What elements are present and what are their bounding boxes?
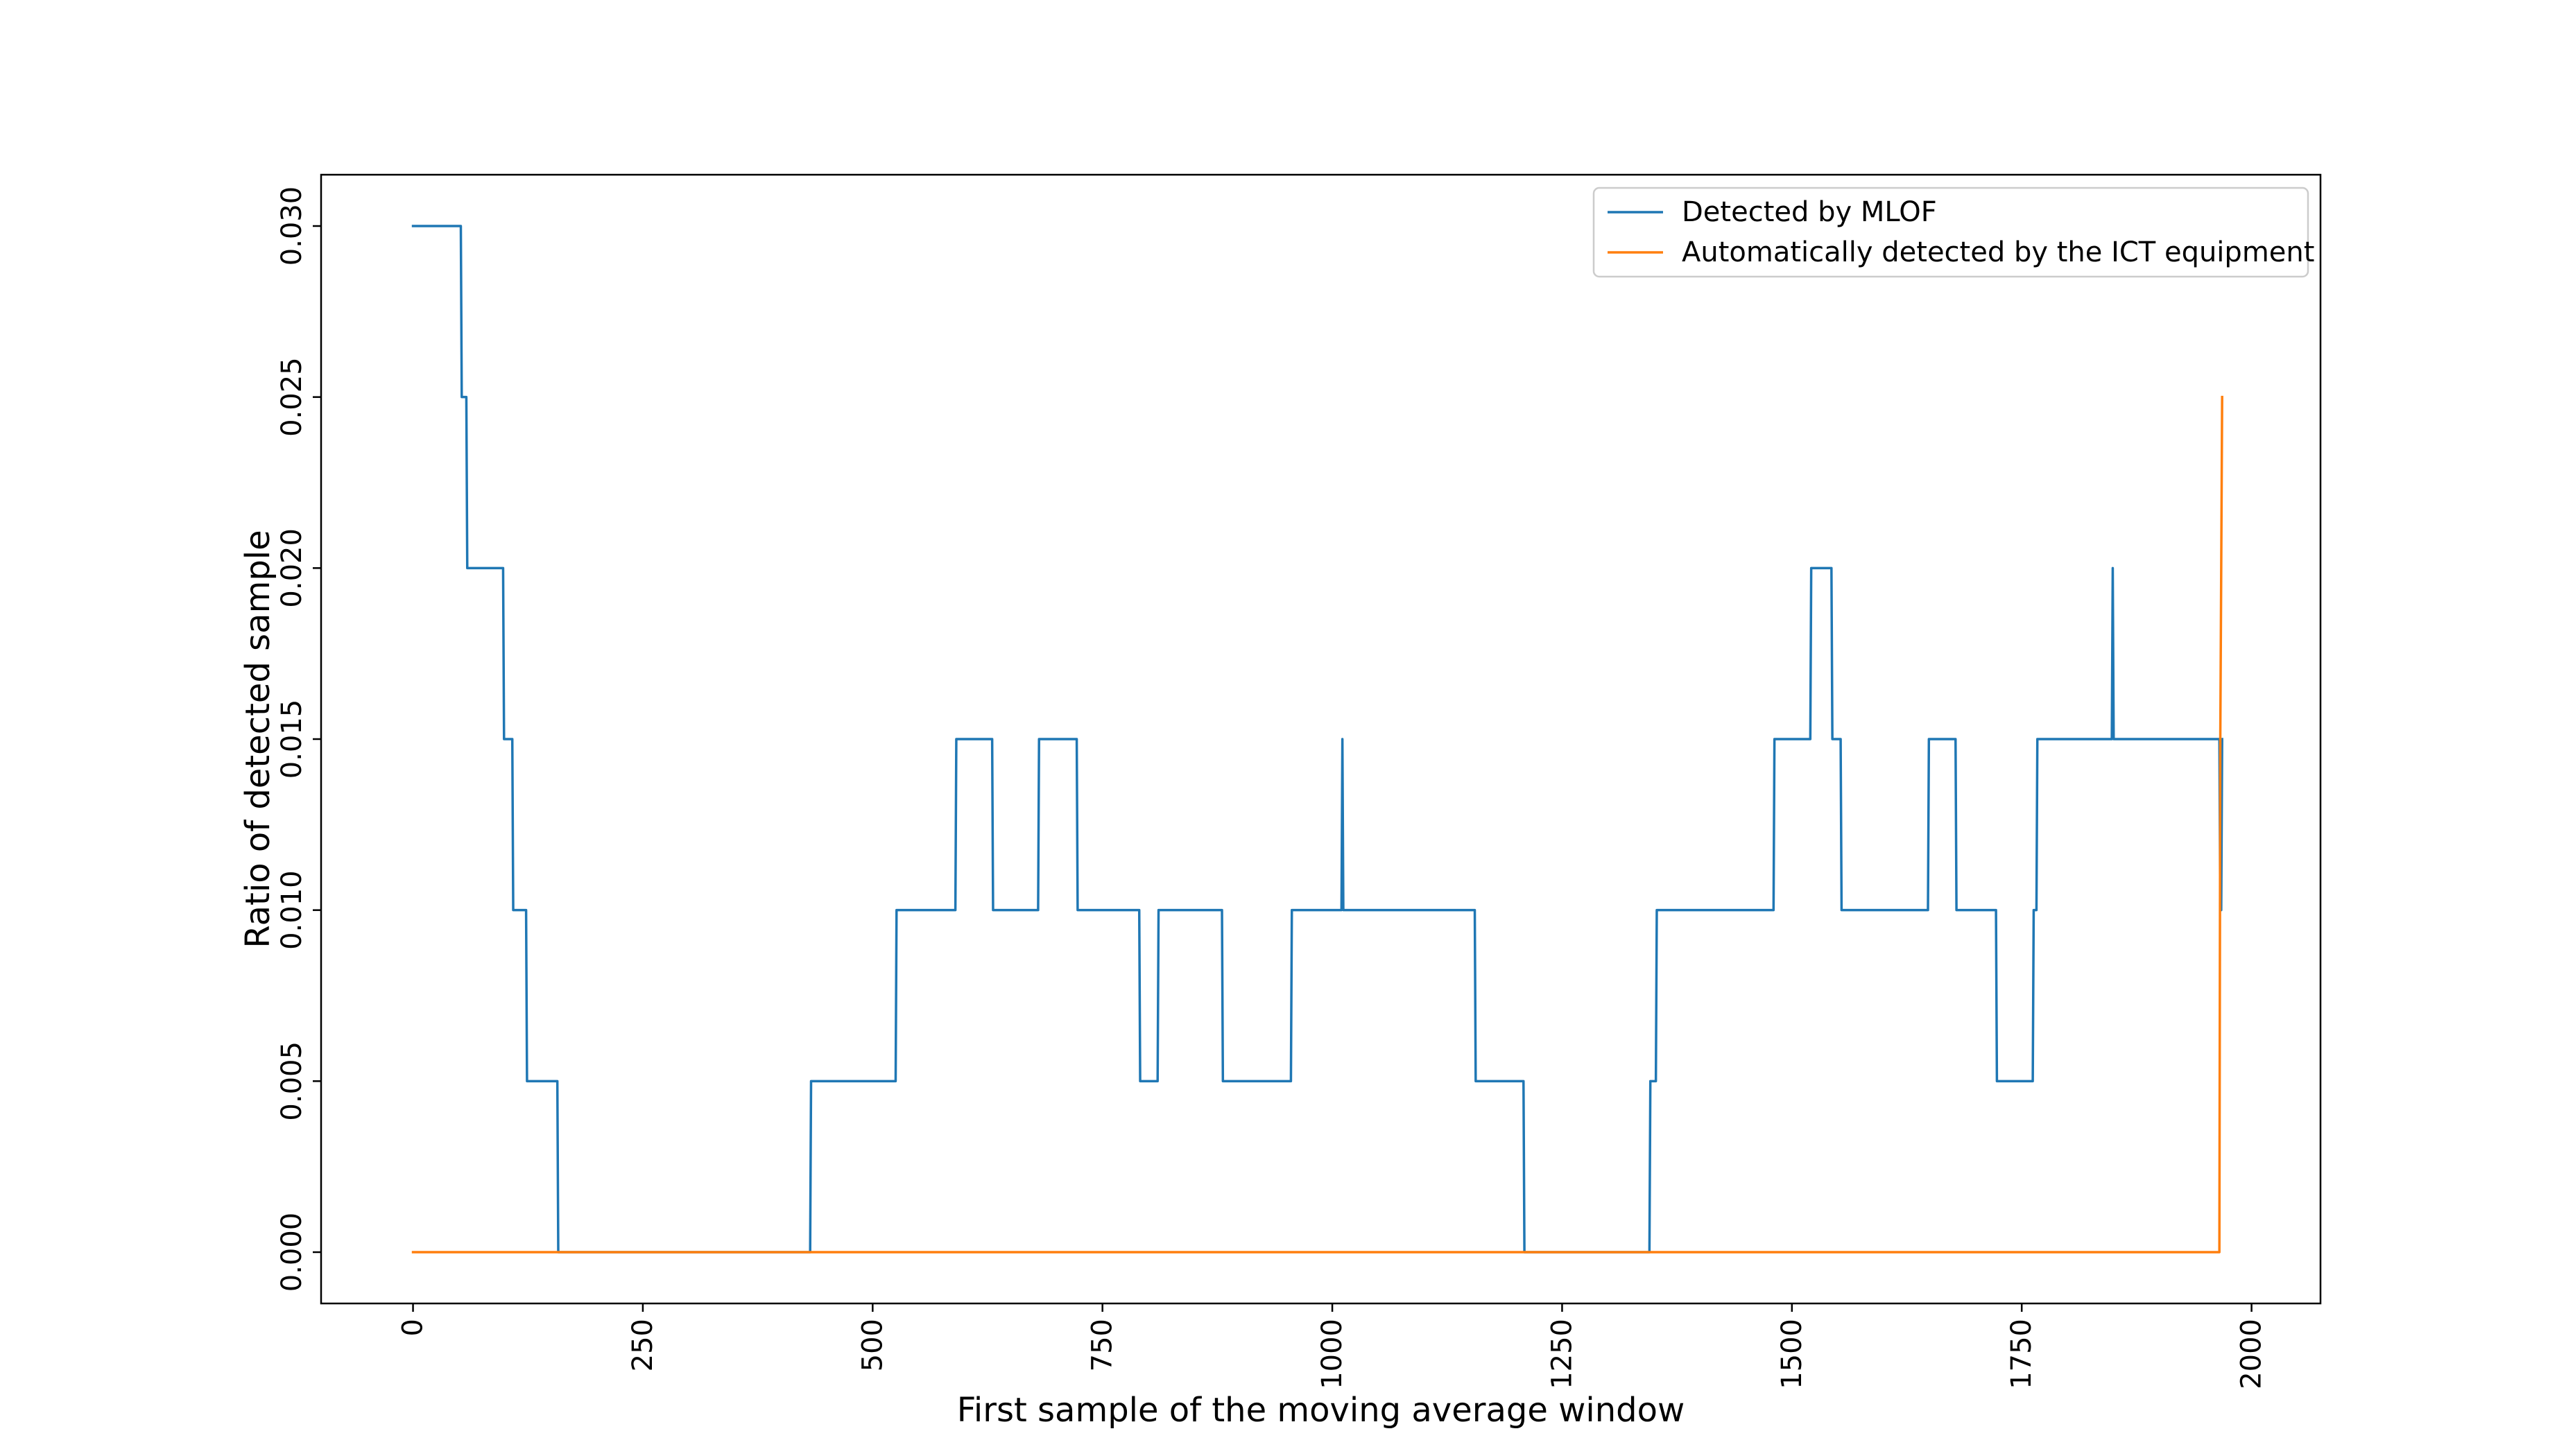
- legend-label-2: Automatically detected by the ICT equipm…: [1682, 236, 2314, 268]
- y-tick-label: 0.010: [276, 870, 308, 950]
- x-tick-label: 250: [627, 1319, 659, 1371]
- x-tick-label: 0: [397, 1319, 429, 1336]
- legend-box: [1592, 187, 2309, 278]
- series-line-2: [411, 395, 2223, 1254]
- legend-label-1: Detected by MLOF: [1682, 196, 1937, 228]
- y-tick-label: 0.025: [276, 357, 308, 437]
- x-tick-label: 1500: [1776, 1319, 1808, 1389]
- x-tick-label: 1250: [1546, 1319, 1578, 1389]
- x-tick-label: 2000: [2236, 1319, 2268, 1389]
- y-tick-label: 0.005: [276, 1041, 308, 1121]
- y-tick-label: 0.020: [276, 528, 308, 608]
- x-axis-title: First sample of the moving average windo…: [957, 1391, 1685, 1430]
- y-tick-label: 0.030: [276, 187, 308, 266]
- x-tick-label: 1750: [2006, 1319, 2038, 1389]
- y-axis-title: Ratio of detected sample: [239, 530, 277, 948]
- legend: Detected by MLOF Automatically detected b…: [1592, 187, 2314, 278]
- x-tick-label: 500: [856, 1319, 888, 1371]
- series-line-1: [411, 225, 2223, 1254]
- x-tick-label: 1000: [1316, 1319, 1348, 1389]
- y-tick-label: 0.000: [276, 1213, 308, 1292]
- x-tick-label: 750: [1087, 1319, 1119, 1371]
- y-tick-label: 0.015: [276, 700, 308, 779]
